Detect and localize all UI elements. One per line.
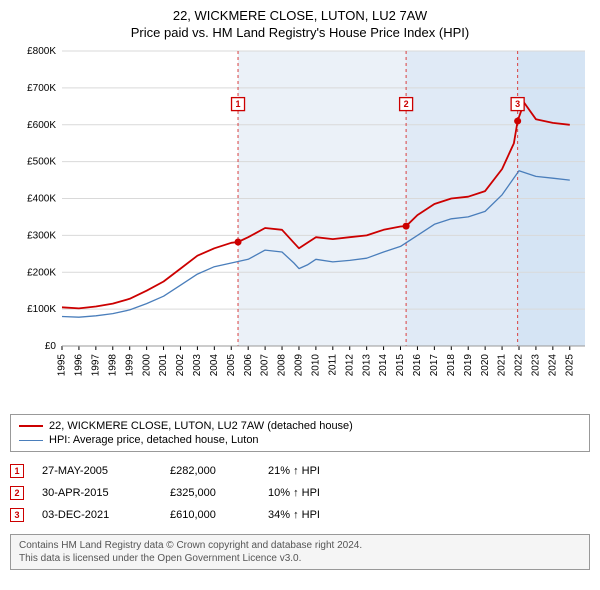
sale-date: 30-APR-2015 — [42, 487, 152, 499]
chart-area: £0 £100K £200K £300K £400K £500K £600K £700K £80… — [10, 46, 590, 406]
svg-text:1: 1 — [236, 99, 241, 109]
legend-label: 22, WICKMERE CLOSE, LUTON, LU2 7AW (deta… — [49, 420, 353, 432]
sale-price: £610,000 — [170, 509, 250, 521]
svg-text:2016: 2016 — [412, 354, 423, 377]
svg-text:2013: 2013 — [361, 354, 372, 377]
title-subtitle: Price paid vs. HM Land Registry's House … — [10, 25, 590, 40]
svg-text:2010: 2010 — [311, 354, 322, 377]
sale-marker-icon: 1 — [10, 464, 24, 478]
sale-row: 1 27-MAY-2005 £282,000 21% ↑ HPI — [10, 460, 590, 482]
sale-diff: 21% ↑ HPI — [268, 465, 358, 477]
svg-text:£500K: £500K — [27, 157, 56, 168]
svg-text:2015: 2015 — [395, 354, 406, 377]
svg-text:2021: 2021 — [497, 354, 508, 377]
sale-row: 2 30-APR-2015 £325,000 10% ↑ HPI — [10, 482, 590, 504]
legend-label: HPI: Average price, detached house, Luto… — [49, 434, 259, 446]
svg-text:2023: 2023 — [531, 354, 542, 377]
chart-svg: £0 £100K £200K £300K £400K £500K £600K £700K £80… — [10, 46, 590, 406]
svg-text:1997: 1997 — [90, 354, 101, 377]
sale-price: £325,000 — [170, 487, 250, 499]
svg-text:£200K: £200K — [27, 267, 56, 278]
svg-text:2019: 2019 — [463, 354, 474, 377]
attribution-footer: Contains HM Land Registry data © Crown c… — [10, 534, 590, 570]
svg-text:2004: 2004 — [209, 354, 220, 377]
sale-price: £282,000 — [170, 465, 250, 477]
svg-text:2024: 2024 — [547, 354, 558, 377]
footer-line1: Contains HM Land Registry data © Crown c… — [19, 539, 581, 552]
sales-list: 1 27-MAY-2005 £282,000 21% ↑ HPI 2 30-APR-201… — [10, 460, 590, 526]
svg-text:1995: 1995 — [57, 354, 68, 377]
sale-date: 03-DEC-2021 — [42, 509, 152, 521]
sale-diff: 34% ↑ HPI — [268, 509, 358, 521]
svg-text:2017: 2017 — [429, 354, 440, 377]
svg-text:2014: 2014 — [378, 354, 389, 377]
title-block: 22, WICKMERE CLOSE, LUTON, LU2 7AW Price… — [10, 8, 590, 40]
title-address: 22, WICKMERE CLOSE, LUTON, LU2 7AW — [10, 8, 590, 23]
svg-text:£100K: £100K — [27, 304, 56, 315]
svg-text:1998: 1998 — [107, 354, 118, 377]
svg-text:2011: 2011 — [327, 354, 338, 376]
svg-text:2012: 2012 — [344, 354, 355, 377]
sale-diff: 10% ↑ HPI — [268, 487, 358, 499]
svg-text:£400K: £400K — [27, 194, 56, 205]
legend-item: 22, WICKMERE CLOSE, LUTON, LU2 7AW (deta… — [19, 419, 581, 433]
legend: 22, WICKMERE CLOSE, LUTON, LU2 7AW (deta… — [10, 414, 590, 452]
svg-text:2025: 2025 — [564, 354, 575, 377]
svg-text:2018: 2018 — [446, 354, 457, 377]
footer-line2: This data is licensed under the Open Gov… — [19, 552, 581, 565]
svg-text:2007: 2007 — [260, 354, 271, 377]
svg-text:£600K: £600K — [27, 120, 56, 131]
svg-text:2005: 2005 — [226, 354, 237, 377]
svg-text:3: 3 — [515, 99, 520, 109]
svg-text:1999: 1999 — [124, 354, 135, 377]
svg-text:2022: 2022 — [514, 354, 525, 377]
legend-swatch — [19, 440, 43, 441]
sale-marker-icon: 2 — [10, 486, 24, 500]
svg-text:2002: 2002 — [175, 354, 186, 377]
sale-marker-icon: 3 — [10, 508, 24, 522]
svg-text:2008: 2008 — [277, 354, 288, 377]
svg-text:2003: 2003 — [192, 354, 203, 377]
svg-text:2020: 2020 — [480, 354, 491, 377]
svg-text:2006: 2006 — [243, 354, 254, 377]
svg-text:£300K: £300K — [27, 230, 56, 241]
svg-text:£0: £0 — [45, 341, 57, 352]
sale-date: 27-MAY-2005 — [42, 465, 152, 477]
sale-row: 3 03-DEC-2021 £610,000 34% ↑ HPI — [10, 504, 590, 526]
svg-text:£700K: £700K — [27, 83, 56, 94]
svg-text:2001: 2001 — [158, 354, 169, 377]
legend-swatch — [19, 425, 43, 427]
svg-text:2000: 2000 — [141, 354, 152, 377]
legend-item: HPI: Average price, detached house, Luto… — [19, 433, 581, 447]
svg-text:2009: 2009 — [294, 354, 305, 377]
svg-text:2: 2 — [404, 99, 409, 109]
chart-container: 22, WICKMERE CLOSE, LUTON, LU2 7AW Price… — [0, 0, 600, 580]
svg-text:1996: 1996 — [74, 354, 85, 377]
svg-text:£800K: £800K — [27, 46, 56, 57]
